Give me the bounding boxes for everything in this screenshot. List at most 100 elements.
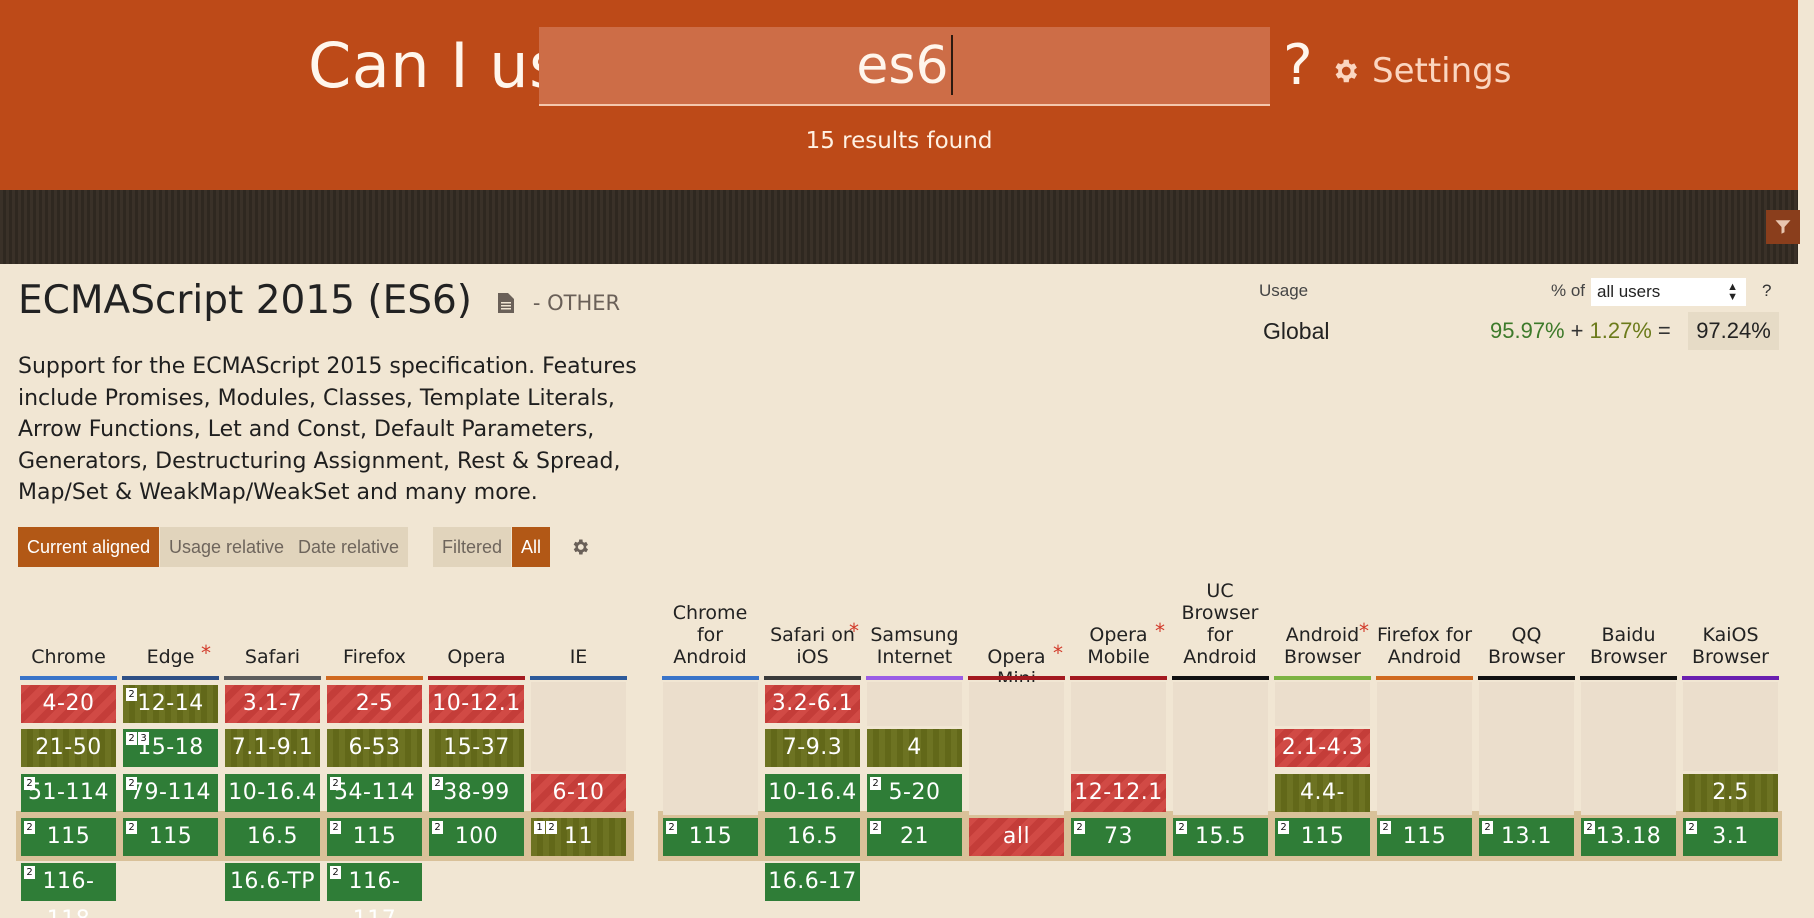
browser-header-uc-browser-for-android[interactable]: UC Browser for Android [1178,580,1262,668]
version-cell-firefox-for-android[interactable]: 115 2 [1377,818,1472,857]
version-cell-baidu-browser[interactable]: 13.18 2 [1581,818,1676,857]
version-cell-safari[interactable]: 16.6-TP [225,862,320,901]
usage-scope-select[interactable]: all users ▲ ▼ [1591,278,1746,306]
version-label: 12-14 [137,691,204,716]
browser-color-bar [20,676,117,680]
version-cell-samsung-internet[interactable]: 21 2 [867,818,962,857]
version-cell-safari[interactable]: 10-16.4 [225,773,320,812]
note-number: 2 [330,821,341,835]
version-cell-firefox[interactable]: 116-117 2 [327,862,422,918]
version-cell-firefox[interactable]: 6-53 [327,729,422,768]
version-label: 115 [1402,824,1447,850]
browser-header-safari[interactable]: Safari [224,646,321,668]
note-number: 2 [1380,821,1391,835]
filtered-button[interactable]: Filtered [433,527,512,567]
version-cell-safari-on-ios[interactable]: 7-9.3 [765,729,860,768]
empty-cell [969,770,1064,816]
version-cell-firefox[interactable]: 115 2 [327,818,422,857]
browser-header-samsung-internet[interactable]: Samsung Internet [866,624,963,668]
version-cell-edge[interactable]: 15-18 2 3 [123,729,218,768]
browser-name: Firefox for Android [1376,624,1473,668]
note-badge: 2 [1482,821,1493,835]
feature-title[interactable]: ECMAScript 2015 (ES6) [18,278,473,323]
usage-relative-button[interactable]: Usage relative [160,527,294,567]
version-cell-chrome[interactable]: 116-118 2 [21,862,116,918]
version-cell-chrome[interactable]: 51-114 2 [21,773,116,812]
version-cell-samsung-internet[interactable]: 4 [867,729,962,768]
browser-header-chrome[interactable]: Chrome [20,646,117,668]
version-cell-edge[interactable]: 79-114 2 [123,773,218,812]
version-cell-android-browser[interactable]: 2.1-4.3 [1275,729,1370,768]
version-cell-opera-mini[interactable]: all [969,818,1064,857]
version-cell-ie[interactable]: 6-10 [531,773,626,812]
version-cell-opera-mobile[interactable]: 12-12.1 [1071,773,1166,812]
version-cell-edge[interactable]: 12-14 2 [123,685,218,723]
browser-name: IE [569,646,588,668]
browser-header-firefox[interactable]: Firefox [326,646,423,668]
version-label: 4 [907,735,922,761]
browser-header-qq-browser[interactable]: QQ Browser [1478,624,1575,668]
usage-help-button[interactable]: ? [1762,281,1772,300]
note-number: 2 [126,688,137,701]
version-label: 10-16.4 [228,779,317,805]
browser-header-kaios-browser[interactable]: KaiOS Browser [1682,624,1779,668]
version-label: 6-53 [348,735,401,761]
version-label: 2-5 [355,691,394,716]
browser-color-bar [1580,676,1677,680]
note-number: 2 [432,776,443,790]
search-input[interactable]: es6 [539,27,1270,106]
version-cell-opera-mobile[interactable]: 73 2 [1071,818,1166,857]
browser-color-bar [866,676,963,680]
browser-header-android-browser[interactable]: Android Browser * [1274,620,1371,668]
browser-header-ie[interactable]: IE [530,646,627,668]
version-cell-firefox[interactable]: 54-114 2 [327,773,422,812]
version-cell-opera[interactable]: 38-99 2 [429,773,524,812]
browser-header-opera-mobile[interactable]: Opera Mobile * [1070,620,1167,668]
search-help-button[interactable]: ? [1283,33,1313,98]
empty-cell [1173,770,1268,816]
version-cell-uc-browser-for-android[interactable]: 15.5 2 [1173,818,1268,857]
version-cell-safari-on-ios[interactable]: 16.5 [765,818,860,857]
version-cell-safari[interactable]: 3.1-7 [225,685,320,723]
version-cell-safari-on-ios[interactable]: 10-16.4 [765,773,860,812]
version-cell-safari[interactable]: 7.1-9.1 [225,729,320,768]
version-label: 16.5 [247,824,298,850]
version-cell-firefox[interactable]: 2-5 [327,685,422,723]
current-aligned-button[interactable]: Current aligned [18,527,160,567]
version-cell-qq-browser[interactable]: 13.1 2 [1479,818,1574,857]
note-number: 2 [330,776,341,790]
browser-header-opera[interactable]: Opera [428,646,525,668]
empty-cell [1683,682,1778,727]
version-cell-opera[interactable]: 100 2 [429,818,524,857]
version-cell-opera[interactable]: 10-12.1 [429,685,524,723]
date-relative-button[interactable]: Date relative [289,527,409,567]
browser-header-chrome-for-android[interactable]: Chrome for Android [668,602,752,668]
version-cell-opera[interactable]: 15-37 [429,729,524,768]
settings-button[interactable]: Settings [1330,46,1511,96]
version-cell-safari[interactable]: 16.5 [225,818,320,857]
version-cell-kaios-browser[interactable]: 2.5 [1683,773,1778,812]
version-cell-chrome-for-android[interactable]: 115 2 [663,818,758,857]
table-settings-gear-icon[interactable] [570,537,590,557]
browser-name: Chrome for Android [672,602,748,668]
version-cell-kaios-browser[interactable]: 3.1 2 [1683,818,1778,857]
version-cell-chrome[interactable]: 21-50 [21,729,116,768]
version-cell-safari-on-ios[interactable]: 16.6-17 [765,862,860,901]
browser-header-firefox-for-android[interactable]: Firefox for Android [1376,624,1473,668]
version-cell-samsung-internet[interactable]: 5-20 2 [867,773,962,812]
version-cell-edge[interactable]: 115 2 [123,818,218,857]
version-cell-chrome[interactable]: 115 2 [21,818,116,857]
version-cell-safari-on-ios[interactable]: 3.2-6.1 [765,685,860,723]
version-cell-ie[interactable]: 11 1 2 [531,818,626,857]
filter-toggle-button[interactable] [1766,210,1800,244]
browser-name: Opera Mobile [1087,624,1150,668]
version-cell-chrome[interactable]: 4-20 [21,685,116,723]
browser-header-edge[interactable]: Edge * [122,642,219,668]
browser-header-baidu-browser[interactable]: Baidu Browser [1580,624,1677,668]
version-cell-android-browser[interactable]: 4.4-4.4.4 [1275,773,1370,843]
note-badge: 2 [1686,821,1697,835]
version-cell-android-browser[interactable]: 115 2 [1275,818,1370,857]
browser-header-safari-on-ios[interactable]: Safari on iOS * [764,620,861,668]
all-button[interactable]: All [512,527,551,567]
